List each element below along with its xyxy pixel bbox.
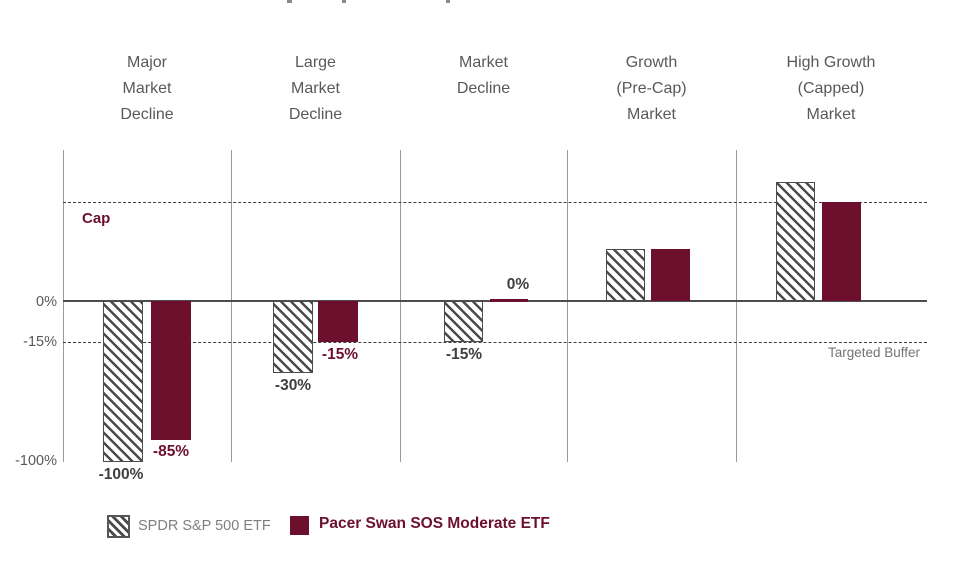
cropped-title-fragment	[446, 0, 450, 3]
cap-dashed-line	[63, 202, 927, 203]
panel-divider	[736, 150, 737, 462]
bar-spdr-major-market-decline	[103, 301, 143, 462]
value-label-spdr-decline: -15%	[445, 346, 483, 363]
bar-pacer-large-market-decline	[318, 301, 358, 342]
y-axis-line	[63, 150, 64, 462]
cap-annotation: Cap	[82, 210, 111, 227]
panel-header-market-decline: Market Decline	[456, 54, 511, 97]
panel-divider	[231, 150, 232, 462]
bar-pacer-high-growth-capped	[822, 202, 861, 301]
targeted-buffer-annotation: Targeted Buffer	[827, 345, 920, 360]
panel-header-major-market-decline: Major Market Decline	[120, 54, 174, 123]
bar-pacer-growth-precap	[651, 249, 690, 301]
value-label-spdr-major: -100%	[98, 466, 144, 483]
ytick-minus15: -15%	[23, 334, 57, 350]
panel-header-high-growth-capped-market: High Growth (Capped) Market	[786, 54, 876, 123]
panel-header-growth-precap-market: Growth (Pre-Cap) Market	[616, 54, 687, 123]
bar-spdr-growth-precap	[606, 249, 645, 301]
ytick-0: 0%	[36, 294, 57, 310]
bar-spdr-large-market-decline	[273, 301, 313, 373]
bar-pacer-market-decline-zero	[490, 299, 528, 302]
panel-header-large-market-decline: Large Market Decline	[288, 54, 343, 123]
bar-spdr-market-decline	[444, 301, 483, 342]
spdr-legend-swatch	[107, 515, 130, 538]
cropped-title-fragment	[342, 0, 346, 3]
pacer-legend-label: Pacer Swan SOS Moderate ETF	[319, 515, 550, 532]
value-label-pacer-large: -15%	[321, 346, 359, 363]
pacer-legend-swatch	[290, 516, 309, 535]
value-label-pacer-major: -85%	[152, 443, 190, 460]
panel-divider	[567, 150, 568, 462]
panel-divider	[400, 150, 401, 462]
bar-pacer-major-market-decline	[151, 301, 191, 440]
value-label-pacer-decline: 0%	[506, 276, 530, 293]
ytick-minus100: -100%	[15, 453, 57, 469]
bar-spdr-high-growth	[776, 182, 815, 301]
cropped-title-fragment	[287, 0, 292, 3]
targeted-buffer-dashed-line	[63, 342, 927, 343]
value-label-spdr-large: -30%	[274, 377, 312, 394]
spdr-legend-label: SPDR S&P 500 ETF	[138, 518, 271, 534]
